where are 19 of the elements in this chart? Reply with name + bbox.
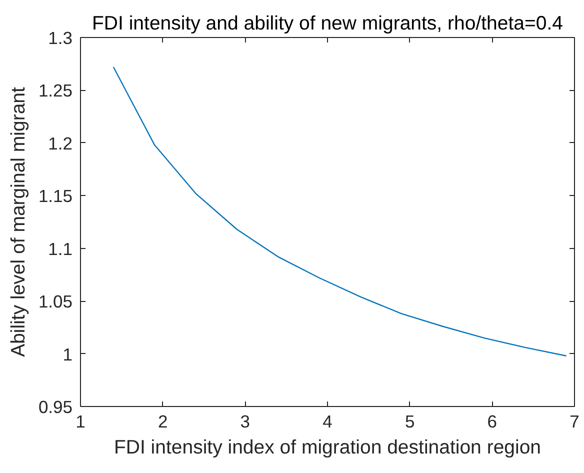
x-tick-label: 5 [404, 412, 415, 432]
x-tick-label: 1 [76, 412, 86, 432]
y-tick-label: 1.2 [48, 133, 72, 154]
x-tick-label: 2 [158, 412, 168, 432]
y-tick-label: 1.15 [38, 186, 72, 206]
line-series [112, 66, 567, 356]
y-tick-label: 1.1 [48, 238, 72, 259]
x-tick-label: 3 [240, 412, 250, 432]
y-tick-label: 1.05 [38, 292, 72, 312]
x-tick-label: 7 [570, 412, 580, 432]
x-tick-label: 4 [322, 412, 333, 432]
x-axis-title: FDI intensity index of migration destination region [114, 436, 542, 458]
y-tick-label: 1 [62, 344, 72, 364]
x-tick-label: 6 [487, 412, 498, 432]
y-axis-title: Ability level of marginal migrant [7, 86, 30, 357]
chart-title: FDI intensity and ability of new migrants, rho/theta=0.4 [92, 12, 564, 34]
y-tick-label: 1.25 [38, 80, 72, 101]
y-tick-label: 1.3 [48, 28, 72, 48]
y-tick-label: 0.95 [38, 397, 72, 417]
